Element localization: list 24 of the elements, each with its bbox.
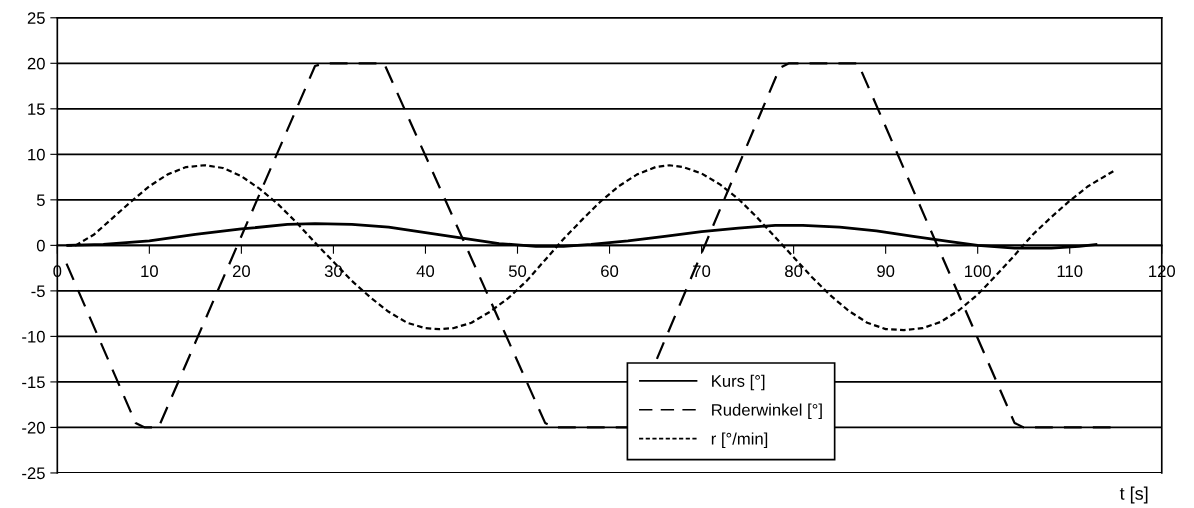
y-tick-label: 0 xyxy=(36,239,45,252)
x-tick-label: 60 xyxy=(601,265,619,278)
x-tick-label: 80 xyxy=(785,265,803,278)
y-tick-label: -20 xyxy=(22,421,45,434)
y-tick-label: 25 xyxy=(27,12,45,24)
x-tick-label: 100 xyxy=(965,265,991,278)
legend-label: Kurs [°] xyxy=(712,374,765,391)
y-tick-label: 10 xyxy=(28,148,45,161)
x-tick-label: 20 xyxy=(232,265,251,278)
y-tick-label: -25 xyxy=(22,467,45,480)
y-tick-label: 15 xyxy=(28,103,45,116)
y-tick-label: 5 xyxy=(36,194,45,207)
legend-label: r [°/min] xyxy=(711,432,768,448)
x-tick-label: 90 xyxy=(877,265,895,278)
y-tick-label: 20 xyxy=(27,57,45,70)
y-tick-label: -15 xyxy=(22,376,45,389)
x-tick-label: 110 xyxy=(1057,265,1083,278)
x-tick-label: 10 xyxy=(141,265,158,278)
y-tick-label: -10 xyxy=(22,330,45,343)
x-tick-label: 40 xyxy=(416,265,435,278)
y-tick-label: -5 xyxy=(31,285,45,298)
x-axis-title: t [s] xyxy=(1119,486,1148,504)
legend-label: Ruderwinkel [°] xyxy=(712,403,822,420)
x-tick-label: 50 xyxy=(508,265,527,278)
